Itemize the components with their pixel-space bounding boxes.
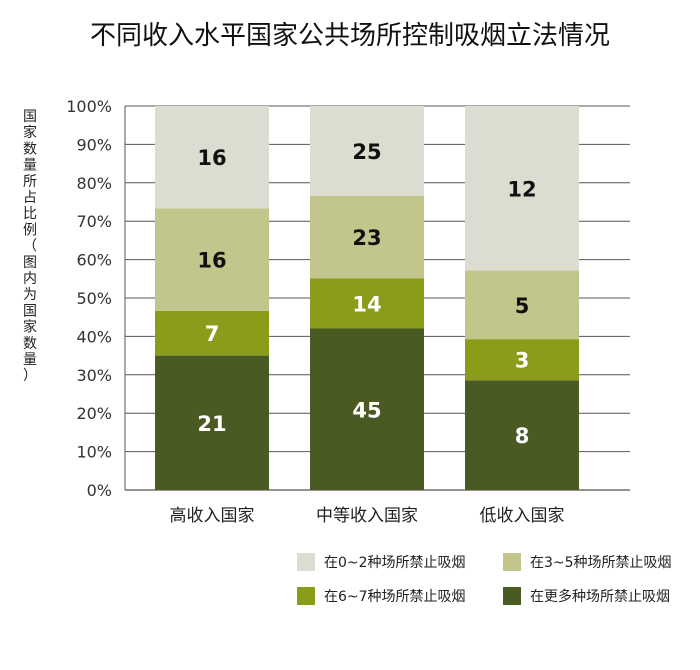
bar-segment [310,278,424,329]
y-axis-label: 国家数量所占比例（图内为国家数量） [23,109,37,384]
legend-label: 在3~5种场所禁止吸烟 [530,555,672,571]
bar-segment [155,106,269,209]
y-tick-label: 60% [76,251,112,270]
chart-title: 不同收入水平国家公共场所控制吸烟立法情况 [90,21,610,51]
data-label: 12 [507,177,536,201]
data-label: 25 [352,140,381,164]
bar-segment [155,310,269,356]
legend-label: 在更多种场所禁止吸烟 [530,588,670,605]
y-tick-label: 20% [76,404,112,423]
data-label: 23 [352,226,381,250]
bar-segment [465,270,579,340]
y-tick-label: 50% [76,289,112,308]
data-label: 16 [197,249,226,273]
y-tick-label: 90% [76,135,112,154]
data-label: 5 [515,294,530,318]
data-label: 3 [515,349,530,373]
bar-segment [155,355,269,490]
bar-segment [155,208,269,311]
legend-swatch [503,553,521,571]
y-axis-ticks: 0% 10% 20% 30% 40% 50% 60% 70% 80% 90% 100% [66,97,112,500]
y-tick-label: 10% [76,443,112,462]
y-tick-label: 40% [76,327,112,346]
bar-segment [310,106,424,196]
bar-segment [310,328,424,490]
y-tick-label: 70% [76,212,112,231]
y-axis-title: 国家数量所占比例（图内为国家数量） [23,109,37,384]
data-label: 16 [197,146,226,170]
bar-segment [465,380,579,490]
legend-swatch [503,587,521,605]
bars: 21 7 16 16 45 14 23 25 8 3 5 12 [155,106,579,490]
y-tick-label: 0% [87,481,112,500]
legend-swatch [297,553,315,571]
data-label: 8 [515,424,530,448]
legend-label: 在0~2种场所禁止吸烟 [324,555,466,571]
y-tick-label: 30% [76,366,112,385]
x-axis-ticks: 高收入国家 中等收入国家 低收入国家 [170,506,565,526]
data-label: 21 [197,412,226,436]
y-tick-label: 100% [66,97,112,116]
y-tick-label: 80% [76,174,112,193]
x-tick-label: 高收入国家 [170,506,255,526]
data-label: 14 [352,292,381,316]
bar-segment [465,106,579,271]
x-tick-label: 中等收入国家 [316,506,418,526]
data-label: 45 [352,398,381,422]
bar-segment [310,195,424,279]
legend-swatch [297,587,315,605]
data-label: 7 [205,322,220,346]
legend-label: 在6~7种场所禁止吸烟 [324,589,466,605]
bar-segment [465,339,579,381]
x-tick-label: 低收入国家 [480,506,565,526]
